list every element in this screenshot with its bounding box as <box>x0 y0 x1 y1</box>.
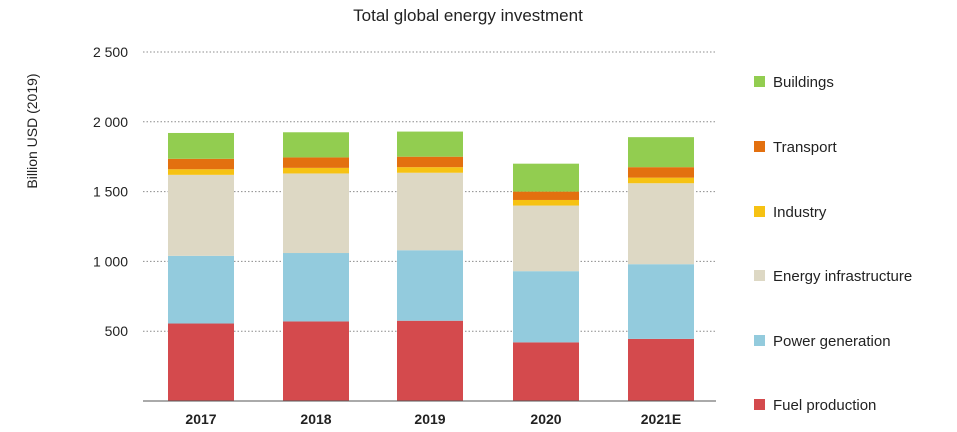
bar-power-generation-2018 <box>283 253 349 322</box>
y-tick-label: 1 500 <box>93 184 128 200</box>
y-tick-label: 500 <box>105 323 129 339</box>
gridlines <box>143 51 716 332</box>
bar-energy-infrastructure-2019 <box>397 172 463 251</box>
legend-label-fuel-production: Fuel production <box>773 397 876 414</box>
legend-swatch-energy-infrastructure <box>754 270 765 281</box>
x-tick-label: 2019 <box>414 411 445 427</box>
legend-label-transport: Transport <box>773 139 837 156</box>
bar-energy-infrastructure-2017 <box>168 174 234 256</box>
bar-energy-infrastructure-2018 <box>283 173 349 254</box>
y-tick-label: 2 000 <box>93 114 128 130</box>
bar-industry-2017 <box>168 169 234 175</box>
chart-title: Total global energy investment <box>353 6 583 25</box>
bar-power-generation-2017 <box>168 255 234 324</box>
bar-buildings-2018 <box>283 132 349 158</box>
bar-industry-2021e <box>628 177 694 184</box>
bar-fuel-production-2018 <box>283 321 349 401</box>
legend-swatch-power-generation <box>754 335 765 346</box>
y-tick-label: 1 000 <box>93 253 128 269</box>
legend-label-energy-infrastructure: Energy infrastructure <box>773 268 912 285</box>
bar-fuel-production-2019 <box>397 320 463 401</box>
bar-energy-infrastructure-2021e <box>628 183 694 265</box>
x-tick-label: 2017 <box>185 411 216 427</box>
bar-transport-2019 <box>397 156 463 168</box>
y-tick-label: 2 500 <box>93 44 128 60</box>
y-axis-ticks: 500 1 000 1 500 2 000 2 500 <box>93 44 128 339</box>
legend-swatch-transport <box>754 141 765 152</box>
bar-transport-2021e <box>628 167 694 178</box>
bars <box>168 131 694 401</box>
bar-buildings-2017 <box>168 132 234 159</box>
bar-fuel-production-2017 <box>168 323 234 401</box>
x-tick-label: 2018 <box>300 411 331 427</box>
legend-label-power-generation: Power generation <box>773 333 891 350</box>
legend-label-industry: Industry <box>773 204 827 221</box>
bar-power-generation-2021e <box>628 264 694 339</box>
bar-industry-2018 <box>283 167 349 174</box>
y-axis-label: Billion USD (2019) <box>24 73 40 188</box>
bar-fuel-production-2021e <box>628 338 694 401</box>
bar-buildings-2019 <box>397 131 463 157</box>
bar-power-generation-2019 <box>397 250 463 321</box>
legend-label-buildings: Buildings <box>773 74 834 91</box>
legend-swatch-fuel-production <box>754 399 765 410</box>
x-tick-label: 2021E <box>641 411 681 427</box>
x-axis-ticks: 2017 2018 2019 2020 2021E <box>185 411 681 427</box>
bar-industry-2019 <box>397 167 463 173</box>
legend-swatch-buildings <box>754 76 765 87</box>
legend-swatch-industry <box>754 206 765 217</box>
bar-transport-2017 <box>168 158 234 170</box>
x-tick-label: 2020 <box>530 411 561 427</box>
bar-transport-2018 <box>283 157 349 168</box>
bar-industry-2020 <box>513 199 579 206</box>
bar-buildings-2020 <box>513 163 579 192</box>
bar-transport-2020 <box>513 191 579 200</box>
bar-power-generation-2020 <box>513 271 579 343</box>
bar-buildings-2021e <box>628 137 694 168</box>
legend: Buildings Transport Industry Energy infrast… <box>754 74 912 414</box>
bar-energy-infrastructure-2020 <box>513 205 579 272</box>
bar-fuel-production-2020 <box>513 342 579 401</box>
